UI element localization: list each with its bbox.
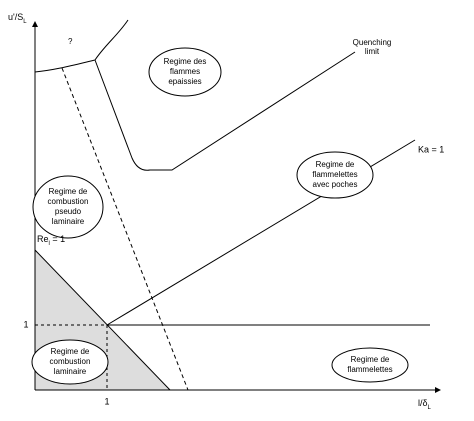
- region-label: Regime de: [351, 355, 390, 364]
- re-label: Rel = 1: [37, 234, 65, 246]
- ka-label: Ka = 1: [418, 144, 444, 154]
- x-axis-label: l/δL: [418, 398, 432, 410]
- region-label: avec poches: [313, 180, 358, 189]
- region-label: laminaire: [52, 217, 85, 226]
- y-tick: 1: [23, 319, 28, 329]
- re-line: [34, 249, 171, 391]
- region-label: Regime de: [316, 160, 355, 169]
- region-label: Regime de: [49, 187, 88, 196]
- quenching-line: [94, 51, 356, 171]
- region-label: combustion: [48, 197, 89, 206]
- upper-boundary: [34, 19, 129, 73]
- x-tick: 1: [104, 396, 109, 406]
- quenching-2: limit: [365, 47, 380, 56]
- y-axis-label: u'/SL: [8, 12, 27, 24]
- quenching-1: Quenching: [353, 38, 392, 47]
- region-label: Regime des: [164, 57, 207, 66]
- region-label: flammelettes: [312, 170, 357, 179]
- region-label: combustion: [50, 357, 91, 366]
- region-label: pseudo: [55, 207, 82, 216]
- unknown-mark: ?: [68, 37, 73, 46]
- region-label: flammelettes: [347, 365, 392, 374]
- region-label: epaissies: [168, 77, 201, 86]
- dashed-boundary: [61, 67, 189, 391]
- region-label: flammes: [170, 67, 200, 76]
- region-label: laminaire: [54, 367, 87, 376]
- region-ellipses: [31, 47, 409, 385]
- region-label: Regime de: [51, 347, 90, 356]
